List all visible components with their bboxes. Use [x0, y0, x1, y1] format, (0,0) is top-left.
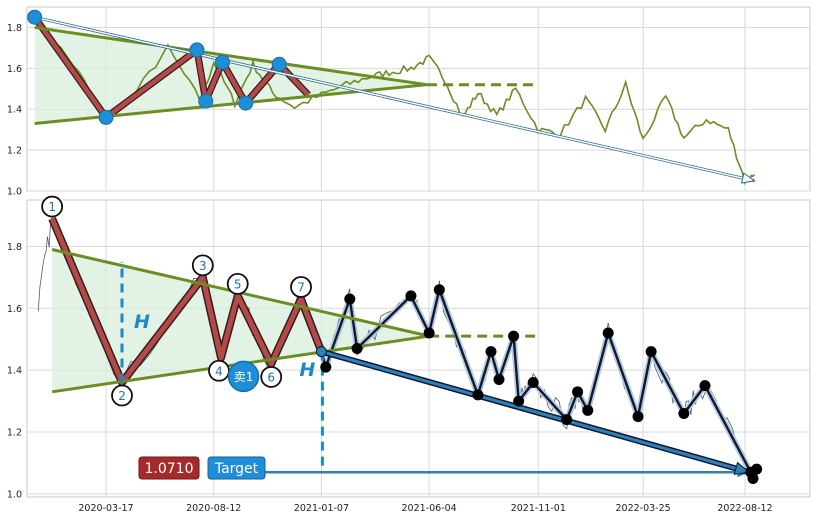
- swing-point-marker: [320, 361, 332, 373]
- wave-point-circle: [191, 254, 214, 277]
- wave-point-4: 4: [208, 359, 230, 382]
- target-height-label: H: [299, 359, 315, 381]
- breakout-point-marker: [315, 346, 327, 358]
- x-tick-label: 2020-03-17: [78, 503, 133, 514]
- wave-point-label: 7: [297, 281, 305, 295]
- y-tick-label: 1.8: [7, 242, 22, 253]
- swing-point-marker: [632, 411, 644, 423]
- wave-point-label: 5: [234, 277, 242, 291]
- x-tick-label: 2021-01-07: [294, 503, 349, 514]
- swing-point-marker: [747, 472, 759, 484]
- top-panel-marks: [27, 9, 756, 186]
- target-arrow-line: [321, 350, 750, 474]
- swing-point-marker: [508, 330, 520, 342]
- x-tick-label: 2022-03-25: [615, 503, 670, 514]
- swing-point-marker: [214, 54, 230, 70]
- wave-point-label: 4: [215, 364, 223, 378]
- swing-point-marker: [433, 284, 445, 296]
- sell-signal-label: 卖1: [234, 370, 254, 384]
- swing-point-marker: [645, 346, 657, 358]
- y-tick-label: 1.2: [7, 428, 22, 439]
- swing-point-marker: [493, 373, 505, 385]
- y-tick-label: 1.4: [7, 105, 22, 116]
- wave-point-7: 7: [290, 276, 312, 298]
- wave-point-label: 1: [48, 200, 56, 214]
- bottom-panel-marks: H H 1 2 3 4 5 6 7 卖1 1.0710 Target: [37, 195, 763, 484]
- wave-point-1: 1: [41, 195, 64, 218]
- swing-point-marker: [513, 395, 525, 407]
- y-tick-label: 1.2: [7, 146, 22, 157]
- wave-point-5: 5: [226, 273, 249, 295]
- swing-point-marker: [405, 290, 417, 302]
- swing-point-marker: [351, 343, 363, 354]
- swing-point-marker: [344, 293, 356, 305]
- swing-point-marker: [472, 389, 484, 401]
- x-tick-label: 2020-08-12: [186, 503, 241, 514]
- wave-point-circle: [226, 273, 249, 295]
- swing-point-marker: [27, 9, 43, 25]
- pattern-height-label: H: [134, 311, 150, 333]
- swing-point-marker: [527, 377, 539, 389]
- wave-point-2: 2: [111, 384, 133, 407]
- x-tick-label: 2022-08-12: [717, 503, 772, 514]
- y-tick-label: 1.4: [7, 366, 22, 377]
- swing-point-marker: [751, 463, 763, 475]
- swing-point-marker: [572, 386, 584, 398]
- wave-point-label: 3: [199, 259, 207, 273]
- target-box: [207, 456, 266, 480]
- swing-point-marker: [271, 56, 287, 72]
- wave-line: [49, 217, 324, 385]
- swing-path-line: [320, 288, 752, 473]
- swing-point-marker: [238, 95, 254, 111]
- swing-point-marker: [189, 42, 205, 58]
- price-series-line: [34, 20, 756, 186]
- bottom-panel: 1.0 1.2 1.4 1.6 1.8: [7, 199, 811, 500]
- y-tick-label: 1.6: [7, 304, 22, 315]
- wave-point-circle: [260, 366, 283, 388]
- y-tick-label: 1.6: [7, 64, 22, 75]
- resistance-trendline: [34, 25, 428, 87]
- x-tick-label: 2021-06-04: [402, 503, 457, 514]
- wave-point-6: 6: [260, 366, 283, 388]
- wave-point-label: 6: [267, 370, 275, 384]
- price-box-value: 1.0710: [145, 461, 194, 477]
- swing-point-marker: [485, 346, 497, 358]
- swing-point-marker: [678, 407, 690, 419]
- price-box: [138, 456, 200, 480]
- swing-point-marker: [423, 327, 435, 339]
- swing-point-marker: [582, 404, 594, 416]
- target-box-label: Target: [214, 461, 259, 477]
- swing-point-marker: [561, 414, 573, 426]
- y-tick-label: 1.0: [7, 489, 22, 500]
- wave-point-label: 2: [118, 389, 126, 403]
- wave-point-circle: [290, 276, 312, 298]
- swing-point-marker: [198, 93, 214, 109]
- projection-arrow-head: [740, 172, 756, 184]
- y-tick-label: 1.8: [7, 23, 22, 34]
- sell-signal-marker: [227, 360, 260, 393]
- swing-point-marker: [699, 380, 711, 392]
- wave-point-circle: [41, 195, 64, 218]
- wave-point-3: 3: [191, 254, 214, 277]
- wave-point-circle: [111, 384, 133, 407]
- y-tick-label: 1.0: [7, 187, 22, 198]
- swing-point-marker: [602, 327, 614, 339]
- x-tick-label: 2021-11-01: [511, 503, 566, 514]
- projection-arrow-line: [34, 16, 755, 182]
- swing-point-marker: [98, 109, 114, 125]
